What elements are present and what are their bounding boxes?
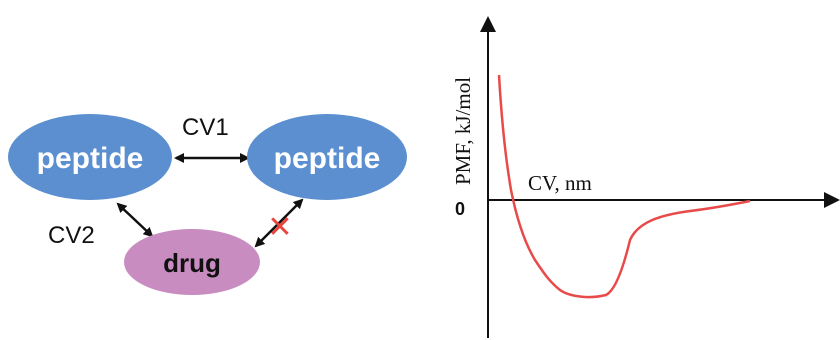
drug-node: drug bbox=[124, 229, 260, 295]
zero-tick-label: 0 bbox=[455, 199, 465, 219]
peptide-left-label: peptide bbox=[37, 142, 144, 175]
blocked-arrow bbox=[254, 198, 304, 248]
cv1-label: CV1 bbox=[182, 114, 229, 141]
pmf-curve bbox=[497, 74, 751, 299]
peptide-right-label: peptide bbox=[274, 142, 381, 175]
interaction-diagram: CV1 CV2 ✕ peptide peptide drug bbox=[8, 114, 407, 295]
cv2-arrow bbox=[116, 202, 154, 238]
peptide-left-node: peptide bbox=[8, 114, 172, 200]
peptide-right-node: peptide bbox=[247, 114, 407, 200]
cv2-label: CV2 bbox=[48, 222, 95, 249]
y-axis-label: PMF, kJ/mol bbox=[451, 77, 475, 185]
pmf-plot: PMF, kJ/mol CV, nm 0 bbox=[451, 16, 840, 338]
drug-label: drug bbox=[163, 248, 221, 278]
blocked-cross-marker: ✕ bbox=[267, 210, 292, 245]
x-axis-label: CV, nm bbox=[528, 171, 592, 195]
